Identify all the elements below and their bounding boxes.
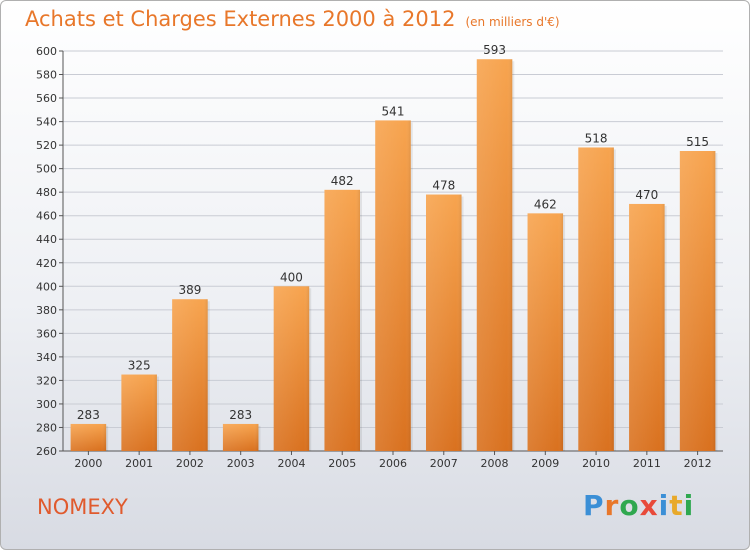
bar-sheen <box>70 423 107 451</box>
bar-2012 <box>679 151 718 451</box>
y-tick-label: 540 <box>36 116 57 129</box>
y-tick-label: 360 <box>36 327 57 340</box>
y-tick-label: 440 <box>36 233 57 246</box>
bar-sheen <box>222 423 259 451</box>
bar-sheen <box>679 151 716 451</box>
proxiti-logo: Proxiti <box>583 489 695 522</box>
bar-value-label: 515 <box>686 135 709 149</box>
bar-2003 <box>222 423 261 451</box>
location-label: NOMEXY <box>37 495 128 519</box>
x-tick-label: 2006 <box>379 457 407 470</box>
bar-value-label: 478 <box>432 179 455 193</box>
bar-sheen <box>476 59 513 452</box>
bar-value-label: 593 <box>483 43 506 57</box>
y-tick-label: 520 <box>36 139 57 152</box>
x-tick-label: 2005 <box>328 457 356 470</box>
bar-sheen <box>172 299 208 451</box>
bar-value-label: 400 <box>280 270 303 284</box>
y-tick-label: 280 <box>36 421 57 434</box>
x-tick-label: 2012 <box>684 457 712 470</box>
chart-title-text: Achats et Charges Externes 2000 à 2012 <box>25 7 456 31</box>
bar-sheen <box>375 120 411 451</box>
bar-2002 <box>172 299 210 451</box>
bar-2004 <box>273 286 312 451</box>
bar-2011 <box>629 203 667 451</box>
bar-value-label: 325 <box>128 359 151 373</box>
bar-sheen <box>629 203 665 451</box>
y-tick-label: 460 <box>36 210 57 223</box>
bar-value-label: 482 <box>331 174 354 188</box>
x-tick-label: 2003 <box>227 457 255 470</box>
bar-2009 <box>527 213 566 451</box>
y-tick-label: 380 <box>36 304 57 317</box>
bar-value-label: 470 <box>635 188 658 202</box>
x-tick-label: 2000 <box>74 457 102 470</box>
y-tick-label: 300 <box>36 398 57 411</box>
x-tick-label: 2010 <box>582 457 610 470</box>
y-tick-label: 580 <box>36 69 57 82</box>
x-tick-label: 2009 <box>531 457 559 470</box>
bar-2005 <box>324 189 362 451</box>
bars <box>70 59 718 452</box>
bar-value-label: 518 <box>585 131 608 145</box>
y-tick-label: 320 <box>36 374 57 387</box>
x-tick-label: 2001 <box>125 457 153 470</box>
x-tick-label: 2004 <box>277 457 305 470</box>
x-tick-label: 2008 <box>481 457 509 470</box>
bar-value-label: 283 <box>77 408 100 422</box>
bar-2000 <box>70 423 109 451</box>
y-tick-label: 420 <box>36 257 57 270</box>
bar-sheen <box>121 374 157 451</box>
bar-sheen <box>426 194 462 451</box>
y-tick-label: 400 <box>36 280 57 293</box>
x-tick-label: 2002 <box>176 457 204 470</box>
chart-title: Achats et Charges Externes 2000 à 2012 (e… <box>25 7 560 31</box>
y-tick-label: 260 <box>36 445 57 458</box>
y-tick-label: 340 <box>36 351 57 364</box>
bar-value-label: 462 <box>534 197 557 211</box>
chart-unit: (en milliers d'€) <box>465 15 560 29</box>
x-tick-label: 2011 <box>633 457 661 470</box>
data-labels: 283 325 389 283 400 482 541 478 593 462 518 470 515 <box>77 43 709 422</box>
y-tick-label: 500 <box>36 163 57 176</box>
bar-value-label: 283 <box>229 408 252 422</box>
bar-2008 <box>476 59 515 452</box>
y-tick-label: 560 <box>36 92 57 105</box>
bar-sheen <box>527 213 564 451</box>
bar-value-label: 389 <box>178 283 201 297</box>
bar-2006 <box>375 120 413 451</box>
y-tick-label: 600 <box>36 45 57 58</box>
bar-value-label: 541 <box>382 104 405 118</box>
bar-2010 <box>578 147 616 451</box>
y-tick-label: 480 <box>36 186 57 199</box>
bar-sheen <box>578 147 614 451</box>
bar-chart: 260 280 300 320 340 360 380 400 420 440 460 480 500 5… <box>36 43 723 470</box>
bar-sheen <box>324 189 360 451</box>
x-tick-label: 2007 <box>430 457 458 470</box>
bar-2007 <box>426 194 464 451</box>
bar-2001 <box>121 374 159 451</box>
bar-sheen <box>273 286 310 451</box>
